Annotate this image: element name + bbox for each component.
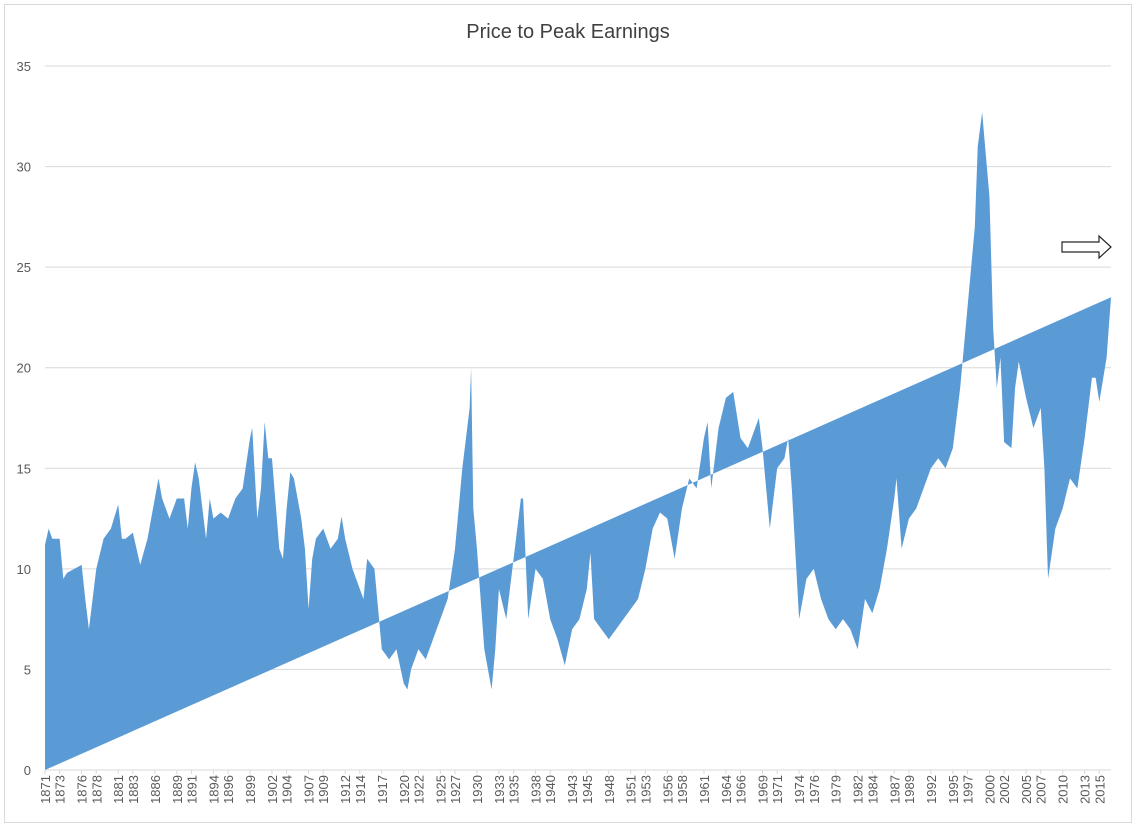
x-tick-label: 1920 [397, 775, 412, 804]
x-tick-label: 1907 [302, 775, 317, 804]
x-tick-label: 1976 [807, 775, 822, 804]
x-tick-label: 1889 [170, 775, 185, 804]
x-tick-label: 1945 [580, 775, 595, 804]
x-tick-label: 2005 [1019, 775, 1034, 804]
x-tick-label: 1871 [38, 775, 53, 804]
x-tick-label: 2002 [997, 775, 1012, 804]
x-tick-label: 2013 [1078, 775, 1093, 804]
x-tick-label: 1896 [221, 775, 236, 804]
x-tick-label: 1914 [353, 775, 368, 804]
x-tick-label: 1902 [265, 775, 280, 804]
x-tick-label: 1971 [770, 775, 785, 804]
x-tick-label: 1912 [338, 775, 353, 804]
y-tick-label: 0 [24, 763, 31, 778]
y-tick-label: 15 [17, 461, 31, 476]
x-tick-label: 1943 [565, 775, 580, 804]
x-tick-label: 1935 [507, 775, 522, 804]
x-tick-label: 1982 [851, 775, 866, 804]
x-tick-label: 1930 [470, 775, 485, 804]
x-tick-label: 1958 [675, 775, 690, 804]
x-tick-label: 1992 [924, 775, 939, 804]
x-tick-label: 1878 [89, 775, 104, 804]
plot-area: 0 5 10 15 20 25 30 35 1871 1873 1876 1878 1881 1883 18… [17, 59, 1111, 804]
y-tick-label: 25 [17, 260, 31, 275]
x-tick-label: 1997 [961, 775, 976, 804]
x-tick-label: 1966 [734, 775, 749, 804]
x-tick-label: 1969 [756, 775, 771, 804]
x-tick-label: 1948 [602, 775, 617, 804]
y-tick-label: 20 [17, 361, 31, 376]
x-tick-label: 1938 [529, 775, 544, 804]
x-tick-label: 1909 [316, 775, 331, 804]
x-tick-label: 2010 [1056, 775, 1071, 804]
x-tick-label: 1974 [792, 775, 807, 804]
x-tick-label: 1989 [902, 775, 917, 804]
y-tick-label: 5 [24, 662, 31, 677]
x-tick-label: 1964 [719, 775, 734, 804]
x-tick-label: 1953 [638, 775, 653, 804]
x-tick-label: 1956 [660, 775, 675, 804]
x-tick-label: 1961 [697, 775, 712, 804]
y-tick-label: 30 [17, 160, 31, 175]
x-tick-label: 1995 [946, 775, 961, 804]
x-tick-label: 2015 [1092, 775, 1107, 804]
x-tick-label: 1925 [433, 775, 448, 804]
x-tick-label: 1894 [206, 775, 221, 804]
x-tick-label: 1987 [887, 775, 902, 804]
x-tick-label: 2000 [982, 775, 997, 804]
arrow-annotation [1061, 234, 1112, 260]
x-tick-label: 1922 [411, 775, 426, 804]
x-tick-label: 1899 [243, 775, 258, 804]
area [45, 112, 1111, 770]
x-tick-label: 1881 [111, 775, 126, 804]
x-tick-label: 1876 [75, 775, 90, 804]
y-tick-label: 35 [17, 59, 31, 74]
x-tick-label: 1891 [184, 775, 199, 804]
x-tick-label: 1927 [448, 775, 463, 804]
x-tick-label: 2007 [1034, 775, 1049, 804]
x-tick-label: 1940 [543, 775, 558, 804]
x-tick-label: 1917 [375, 775, 390, 804]
x-tick-label: 1873 [53, 775, 68, 804]
x-tick-label: 1979 [829, 775, 844, 804]
x-tick-label: 1883 [126, 775, 141, 804]
y-tick-label: 10 [17, 562, 31, 577]
x-tick-label: 1886 [148, 775, 163, 804]
chart-title: Price to Peak Earnings [466, 21, 669, 43]
x-tick-label: 1933 [492, 775, 507, 804]
x-tick-label: 1984 [865, 775, 880, 804]
x-tick-label: 1904 [280, 775, 295, 804]
x-tick-label: 1951 [624, 775, 639, 804]
